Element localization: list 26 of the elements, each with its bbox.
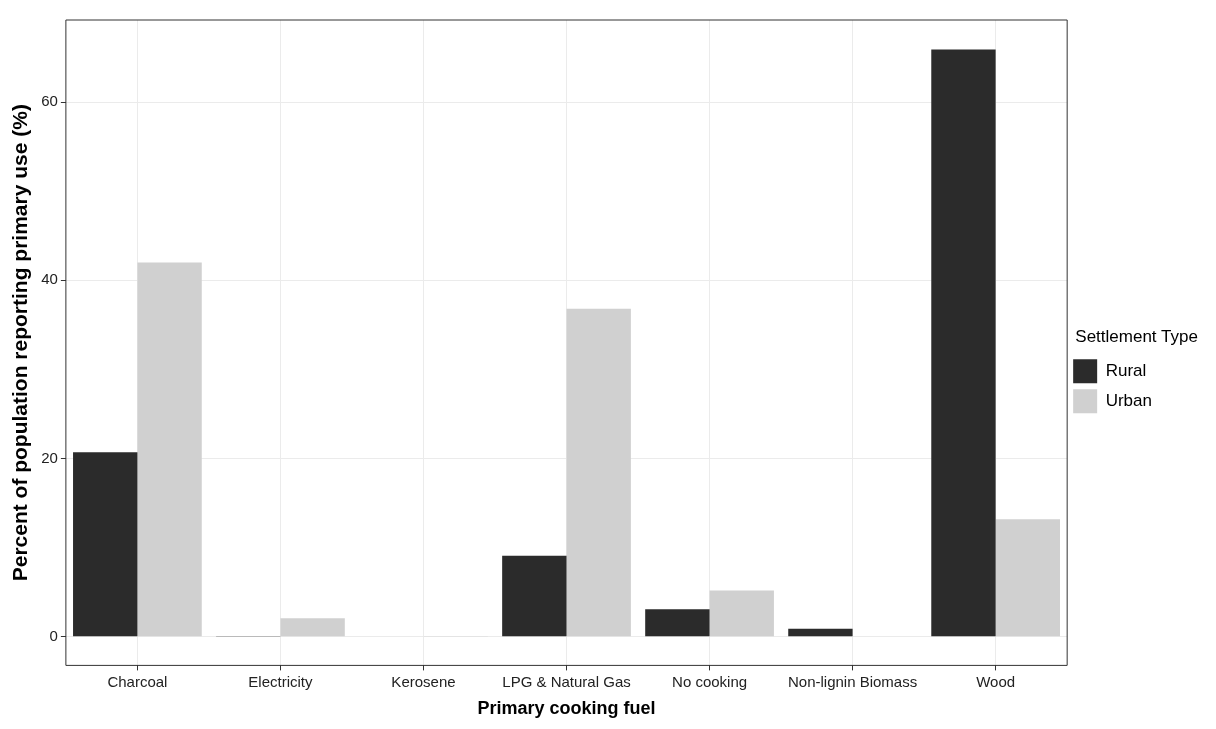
x-tick-label: Charcoal [107, 672, 168, 690]
legend-label: Rural [1105, 360, 1147, 380]
x-tick-label: No cooking [672, 672, 748, 690]
y-tick-label: 60 [41, 92, 58, 110]
x-tick-label: Non-lignin Biomass [787, 672, 918, 690]
x-tick-label: LPG & Natural Gas [502, 672, 631, 690]
x-axis-title: Primary cooking fuel [477, 698, 656, 719]
bar [995, 519, 1061, 637]
bar [566, 308, 631, 637]
x-tick-label: Kerosene [391, 672, 456, 690]
bar [931, 49, 996, 637]
bar [73, 452, 138, 637]
x-tick-label: Electricity [248, 672, 314, 690]
y-tick-label: 0 [49, 627, 58, 645]
bar [645, 609, 710, 637]
bar [709, 590, 774, 637]
legend-label: Urban [1105, 390, 1152, 410]
y-tick-label: 40 [41, 270, 58, 288]
bar [280, 618, 345, 637]
bar [502, 555, 567, 637]
bar [788, 628, 853, 637]
y-axis-title: Percent of population reporting primary use (%) [8, 104, 32, 582]
y-tick-label: 20 [41, 448, 58, 466]
x-tick-label: Wood [976, 672, 1016, 690]
bar [137, 262, 202, 637]
legend-title: Settlement Type [1075, 326, 1198, 346]
